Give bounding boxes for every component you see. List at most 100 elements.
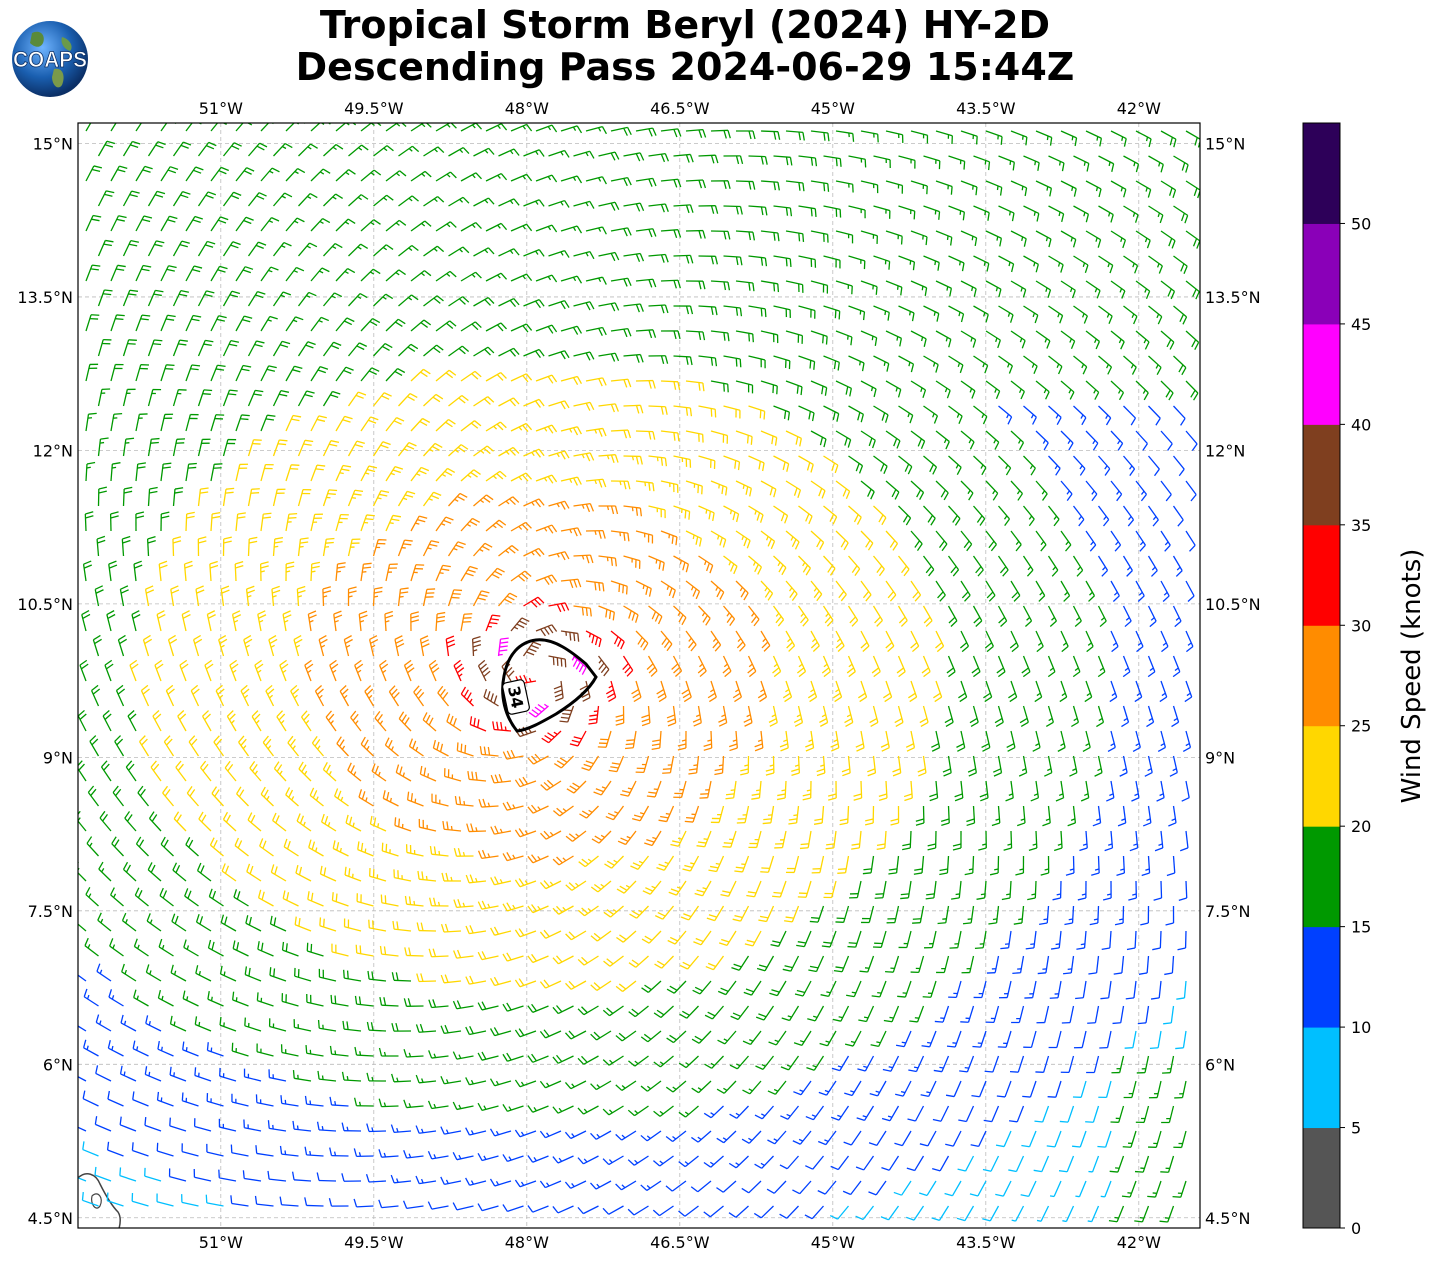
- wind-barb: [1042, 805, 1051, 827]
- wind-barb: [848, 555, 861, 576]
- wind-barb: [172, 389, 187, 407]
- wind-barb: [603, 955, 624, 967]
- wind-barb: [440, 1126, 462, 1135]
- wind-barb: [635, 329, 657, 339]
- wind-barb: [585, 276, 607, 285]
- wind-barb: [268, 1018, 287, 1032]
- wind-barb: [860, 280, 878, 295]
- wind-barb: [1098, 405, 1112, 426]
- wind-barb: [767, 1130, 787, 1145]
- wind-barb: [1148, 305, 1163, 325]
- wind-barb: [329, 1045, 349, 1057]
- wind-barb: [768, 1030, 787, 1046]
- wind-barb: [707, 680, 717, 703]
- wind-barb: [1185, 130, 1200, 148]
- wind-barb: [260, 266, 279, 282]
- wind-barb: [810, 580, 823, 602]
- wind-barb: [195, 913, 212, 932]
- wind-barb: [1039, 905, 1050, 926]
- wind-barb: [385, 269, 406, 282]
- wind-barb: [172, 290, 190, 307]
- wind-barb: [564, 1030, 587, 1040]
- wind-barb: [760, 280, 780, 293]
- wind-barb: [1035, 430, 1049, 451]
- wind-barb: [341, 1071, 362, 1082]
- wind-barb: [604, 855, 624, 869]
- wind-barb: [279, 659, 289, 682]
- wind-barb: [644, 830, 662, 847]
- wind-barb: [1052, 880, 1062, 901]
- wind-barb: [1150, 980, 1162, 1000]
- wind-barb: [1160, 330, 1175, 350]
- wind-barb: [514, 776, 537, 788]
- wind-barb: [1046, 1130, 1062, 1148]
- wind-barb: [309, 787, 324, 807]
- wind-barb: [510, 123, 533, 132]
- wind-barb: [485, 222, 508, 232]
- wind-barb: [144, 1066, 162, 1082]
- wind-barb: [360, 219, 381, 232]
- wind-barb: [297, 537, 309, 557]
- wind-barb: [310, 464, 326, 482]
- wind-barb: [106, 1192, 124, 1207]
- wind-barb: [423, 146, 445, 157]
- wind-barb: [648, 605, 663, 625]
- wind-barb: [577, 1105, 599, 1115]
- wind-barb: [986, 955, 1000, 974]
- wind-barb: [935, 330, 952, 348]
- wind-barb: [379, 945, 399, 957]
- wind-barb: [931, 730, 941, 752]
- wind-barb: [735, 380, 754, 394]
- wind-barb: [678, 1205, 699, 1217]
- wind-barb: [936, 955, 950, 974]
- wind-barb: [929, 780, 939, 802]
- contour-34kt: 34: [501, 638, 598, 733]
- wind-barb: [710, 805, 725, 824]
- wind-barb: [1060, 130, 1078, 147]
- wind-barb: [410, 220, 432, 232]
- wind-barb: [590, 930, 612, 942]
- wind-barb: [1185, 530, 1196, 552]
- wind-barb: [85, 123, 92, 132]
- wind-barb: [78, 918, 87, 932]
- wind-barb: [329, 1096, 349, 1107]
- wind-barb: [880, 1205, 900, 1221]
- wind-barb: [97, 239, 114, 257]
- wind-barb: [296, 813, 312, 832]
- wind-barb: [1097, 1130, 1112, 1148]
- wind-barb: [473, 396, 495, 407]
- wind-barb: [435, 123, 457, 132]
- wind-barb: [410, 611, 420, 632]
- wind-barb: [350, 710, 362, 732]
- wind-barb: [1023, 355, 1038, 375]
- wind-barb: [1135, 330, 1150, 350]
- wind-barb: [915, 805, 925, 826]
- wind-barb: [984, 1055, 1000, 1073]
- wind-barb: [181, 1143, 199, 1157]
- wind-barb: [310, 217, 331, 232]
- wind-barb: [285, 266, 305, 282]
- wind-barb: [403, 1150, 424, 1159]
- wind-barb: [629, 905, 649, 919]
- wind-barb: [1087, 1205, 1100, 1223]
- wind-barb: [944, 1180, 962, 1197]
- wind-barb: [1010, 580, 1021, 602]
- wind-barb: [735, 430, 753, 445]
- wind-barb: [298, 143, 318, 157]
- wind-barb: [585, 529, 606, 539]
- wind-barb: [469, 716, 487, 732]
- wind-barb: [257, 889, 274, 907]
- wind-barb: [793, 705, 804, 727]
- wind-barb: [1035, 380, 1050, 400]
- wind-barb: [1185, 380, 1199, 401]
- wind-barb: [982, 1155, 1000, 1172]
- wind-barb: [285, 168, 306, 182]
- wind-barb: [646, 655, 658, 677]
- wind-barb: [673, 305, 694, 315]
- wind-barb: [354, 995, 374, 1007]
- wind-barb: [240, 684, 250, 707]
- wind-barb: [1144, 755, 1153, 777]
- wind-barb: [835, 230, 854, 244]
- colorbar-segment: [1303, 926, 1340, 1028]
- wind-barb: [673, 153, 694, 163]
